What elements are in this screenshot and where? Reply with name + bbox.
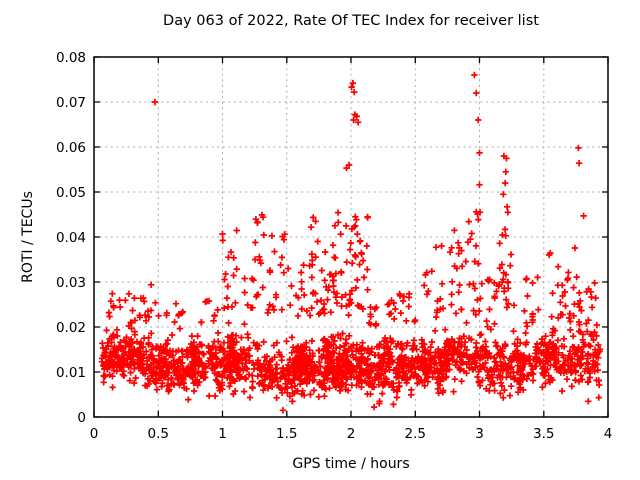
x-tick-label: 1.5 xyxy=(276,426,297,442)
x-tick-label: 0 xyxy=(90,426,99,442)
y-tick-label: 0.07 xyxy=(56,95,86,111)
x-tick-label: 2.5 xyxy=(405,426,426,442)
y-tick-label: 0.02 xyxy=(56,320,86,336)
plot-border xyxy=(93,56,609,418)
x-tick-label: 0.5 xyxy=(148,426,169,442)
tick-labels: 0 0.5 1 1.5 2 2.5 3 3.5 4 0 0.01 0.02 0.03 0.04 0.05 0.… xyxy=(56,50,612,442)
x-tick-label: 2 xyxy=(347,426,356,442)
x-tick-label: 1 xyxy=(218,426,227,442)
y-tick-label: 0 xyxy=(77,410,86,426)
y-tick-label: 0.03 xyxy=(56,275,86,291)
y-axis-label: ROTI / TECUs xyxy=(20,191,36,283)
y-tick-label: 0.06 xyxy=(56,140,86,156)
y-tick-label: 0.08 xyxy=(56,50,86,66)
x-axis-label: GPS time / hours xyxy=(292,456,410,472)
y-tick-label: 0.01 xyxy=(56,365,86,381)
scatter-points xyxy=(98,71,604,414)
y-tick-label: 0.04 xyxy=(56,230,86,246)
x-tick-label: 3 xyxy=(475,426,484,442)
x-tick-label: 3.5 xyxy=(533,426,554,442)
y-tick-label: 0.05 xyxy=(56,185,86,201)
chart-title: Day 063 of 2022, Rate Of TEC Index for r… xyxy=(163,13,539,29)
x-tick-label: 4 xyxy=(604,426,613,442)
